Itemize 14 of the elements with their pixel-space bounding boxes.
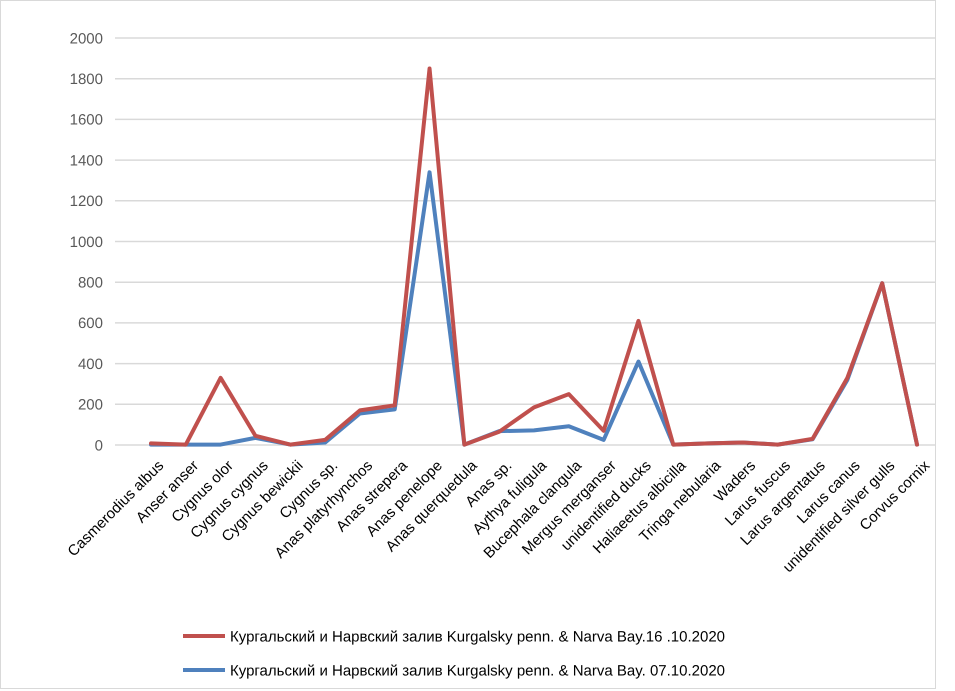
y-tick-label: 0 [94, 437, 103, 454]
y-tick-label: 2000 [70, 30, 103, 48]
y-tick-label: 1200 [70, 193, 103, 210]
y-tick-label: 400 [78, 356, 103, 373]
legend-label: Кургальский и Нарвский залив Kurgalsky penn. & Narva Bay. 07.10.2020 [230, 662, 726, 680]
y-tick-label: 1800 [70, 70, 103, 88]
y-tick-label: 600 [78, 315, 103, 332]
y-tick-label: 1400 [70, 152, 103, 170]
y-tick-label: 800 [78, 274, 103, 292]
line-series [149, 66, 919, 447]
y-tick-label: 1000 [70, 234, 103, 251]
legend-label: Кургальский и Нарвский залив Kurgalsky penn. & Narva Bay.16 .10.2020 [230, 628, 726, 646]
y-tick-label: 1600 [70, 112, 103, 129]
y-tick-label: 200 [78, 396, 103, 414]
